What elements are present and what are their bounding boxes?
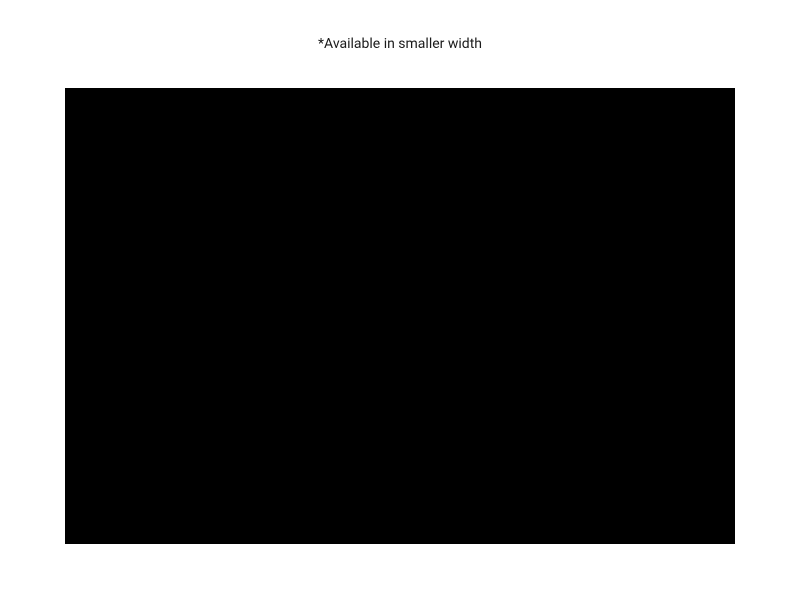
video-placeholder[interactable] xyxy=(65,88,735,544)
caption-text: *Available in smaller width xyxy=(0,0,800,88)
